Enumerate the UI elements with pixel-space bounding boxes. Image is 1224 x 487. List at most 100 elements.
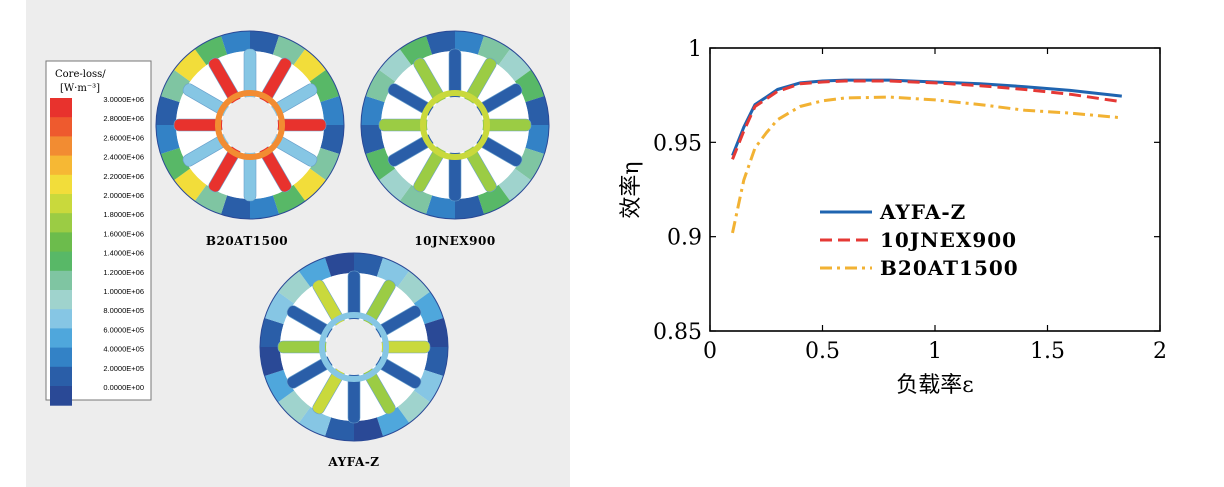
rotor-ring-segment [525,95,549,125]
rotor-ring-segment [309,69,340,103]
rotor-ring-segment [260,347,284,377]
colorbar-tick-label: 1.6000E+06 [103,229,144,238]
rotor-ring-segment [525,125,549,155]
colorbar-swatch [50,98,72,118]
rotor-shaft-hole [326,319,382,375]
rotor-ring-segment [424,317,448,347]
colorbar-tick-label: 2.0000E+06 [103,191,144,200]
rotor-label-b20at1500: B20AT1500 [206,234,288,248]
rotor-ring-segment [220,195,250,219]
rotor-ring-segment [397,390,431,424]
rotor-ring-segment [298,406,332,437]
rotor-ring-segment [272,35,306,66]
colorbar-tick-label: 2.6000E+06 [103,133,144,142]
x-tick-label: 1 [928,339,942,364]
rotor-ring-segment [277,270,311,304]
colorbar-tick-label: 1.0000E+06 [103,287,144,296]
rotor-shaft-hole [427,97,483,153]
efficiency-chart: 0 0.5 1 1.5 2 0.85 0.9 0.95 1 负载率ε 效率η AYFA-Z 10… [619,37,1167,398]
rotor-ring-segment [272,184,306,215]
legend-label: 10JNEX900 [880,228,1017,252]
series-line [731,95,1122,234]
rotor-label-ayfa-z: AYFA-Z [327,455,379,469]
rotor-ring-segment [399,35,433,66]
colorbar-swatch [50,232,72,253]
legend-label: B20AT1500 [880,256,1019,280]
y-tick-label: 0.9 [667,226,702,251]
rotor-hub-band [215,90,285,160]
colorbar-title-line2: [W·m⁻³] [60,83,100,94]
colorbar-swatch [50,136,72,157]
rotor-ring-segment [376,257,410,288]
rotor-ring-segment [413,369,444,403]
rotor-label-10jnex900: 10JNEX900 [414,234,495,248]
colorbar-tick-label: 4.0000E+05 [103,345,144,354]
rotor-ring-segment [320,95,344,125]
colorbar-swatch [50,347,72,368]
colorbar-title-line1: Core-loss/ [55,69,106,80]
colorbar-swatch [50,309,72,329]
rotor-ring-segment [514,147,545,181]
colorbar-tick-label: 2.4000E+06 [103,153,144,162]
rotor-outline [360,30,550,220]
rotor-ring-segment [293,168,327,202]
colorbar-tick-label: 8.0000E+05 [103,306,144,315]
x-tick-label: 0 [703,339,717,364]
rotor-ring-segment [354,417,384,441]
rotor-ring-segment [424,347,448,377]
x-tick-label: 2 [1153,339,1167,364]
colorbar-swatch [50,174,72,195]
rotor-outline [259,252,449,442]
colorbar-swatch [50,194,72,214]
series-line [731,78,1122,157]
colorbar-swatch [50,290,72,310]
colorbar-tick-label: 2.8000E+06 [103,114,144,123]
rotor-ring-segment [264,291,295,325]
y-tick-label: 0.95 [653,131,702,156]
colorbar-swatch [50,213,72,233]
colorbar-swatch [50,117,72,137]
rotor-ring-segment [477,35,511,66]
y-tick-label: 1 [688,37,702,62]
rotor-ring-segment [250,31,280,55]
rotor-ring-segment [397,270,431,304]
rotor-ring-segment [220,31,250,55]
x-tick-label: 1.5 [1030,339,1065,364]
rotor-ring-segment [324,253,354,277]
rotor-shaft-hole [222,97,278,153]
rotor-ring-segment [455,31,485,55]
rotor-ring-segment [277,390,311,424]
rotor-ring-segment [293,48,327,82]
rotor-ring-segment [378,168,412,202]
colorbar-tick-label: 2.0000E+05 [103,364,144,373]
rotor-ring-segment [425,195,455,219]
rotor-ring-segment [361,95,385,125]
colorbar-tick-label: 1.4000E+06 [103,249,144,258]
y-tick-label: 0.85 [653,320,702,345]
colorbar-tick-label: 0.0000E+00 [103,383,144,392]
rotor-ring-segment [160,69,191,103]
rotor-ring-segment [498,168,532,202]
colorbar-tick-label: 1.8000E+06 [103,210,144,219]
colorbar-tick-label: 3.0000E+06 [103,95,144,104]
rotor-outline [155,30,345,220]
rotor-ring-segment [250,195,280,219]
rotor-hub-band [420,90,490,160]
rotor-ring-segment [160,147,191,181]
chart-legend: AYFA-Z 10JNEX900 B20AT1500 [820,200,1019,280]
colorbar-swatch [50,155,72,176]
rotor-ring-segment [156,95,180,125]
rotor-10jnex900 [360,30,550,220]
rotor-ring-segment [413,291,444,325]
rotor-ring-segment [194,184,228,215]
legend-label: AYFA-Z [879,200,966,224]
rotor-ring-segment [324,417,354,441]
rotor-ring-segment [320,125,344,155]
rotor-ring-segment [156,125,180,155]
rotor-b20at1500 [155,30,345,220]
rotor-ayfa-z [259,252,449,442]
rotor-ring-segment [498,48,532,82]
colorbar-swatch [50,386,72,406]
rotor-ring-segment [309,147,340,181]
